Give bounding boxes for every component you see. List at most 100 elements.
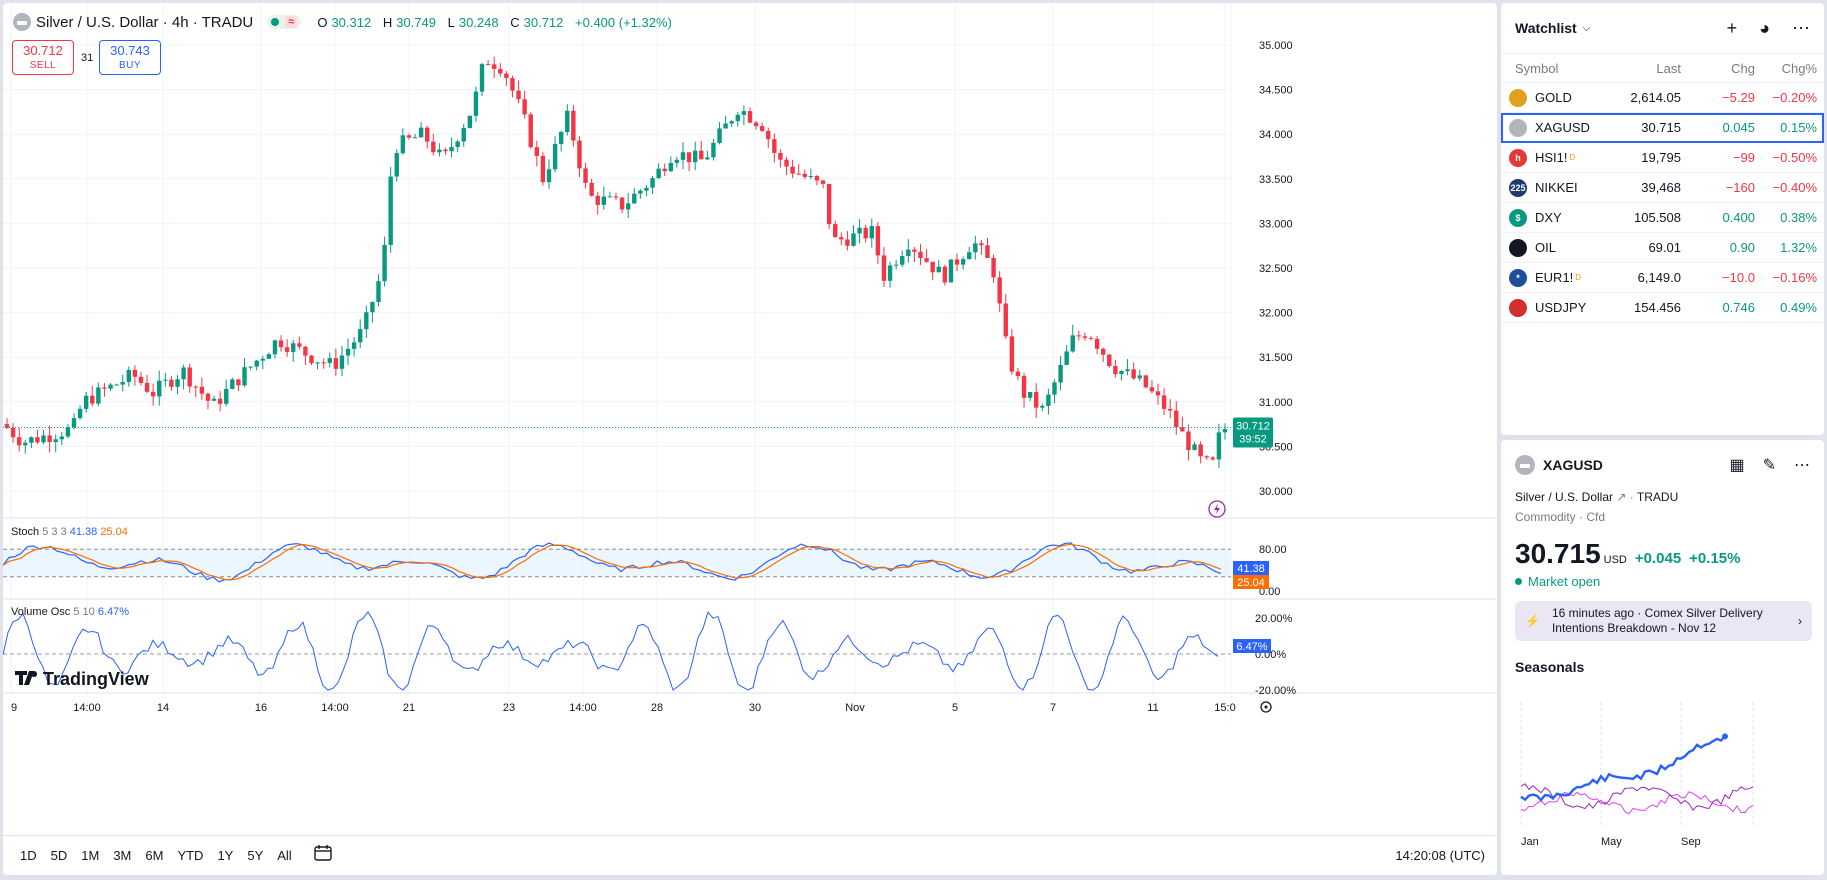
candle[interactable] — [1222, 423, 1228, 440]
candle[interactable] — [1180, 416, 1185, 432]
candle[interactable] — [163, 372, 168, 387]
candle[interactable] — [479, 63, 485, 96]
candle[interactable] — [753, 121, 759, 130]
candle[interactable] — [498, 63, 503, 77]
candle[interactable] — [485, 59, 491, 66]
candle[interactable] — [887, 261, 893, 288]
candle[interactable] — [1107, 353, 1112, 368]
candle[interactable] — [552, 136, 558, 173]
candle[interactable] — [680, 141, 686, 170]
candle[interactable] — [1113, 359, 1118, 378]
candle[interactable] — [443, 147, 448, 155]
chart-canvas[interactable]: 35.000 34.500 34.000 33.500 33.000 32.500 32.0… — [3, 3, 1497, 835]
candle[interactable] — [321, 358, 326, 369]
candle[interactable] — [108, 383, 113, 392]
stoch-d-line[interactable] — [3, 543, 1222, 581]
candle[interactable] — [1003, 293, 1008, 339]
seasonals-chart[interactable]: Jan May Sep — [1513, 702, 1813, 852]
candle[interactable] — [1192, 441, 1197, 451]
candle[interactable] — [315, 362, 320, 370]
candle[interactable] — [1027, 391, 1033, 402]
candle[interactable] — [1076, 330, 1082, 341]
candle[interactable] — [29, 436, 34, 449]
watchlist-row-dxy[interactable]: $ DXY 105.508 0.400 0.38% — [1501, 203, 1824, 233]
range-5d[interactable]: 5D — [50, 848, 68, 863]
candle[interactable] — [558, 130, 564, 152]
watchlist-row-eur1[interactable]: * EUR1! D 6,149.0 −10.0 −0.16% — [1501, 263, 1824, 293]
candle[interactable] — [278, 335, 284, 352]
candle[interactable] — [881, 246, 887, 287]
candle[interactable] — [358, 319, 363, 349]
col-chg[interactable]: Chg — [1731, 60, 1755, 76]
candle[interactable] — [132, 365, 138, 386]
candle[interactable] — [126, 366, 131, 387]
candle[interactable] — [772, 133, 777, 163]
candle[interactable] — [1167, 399, 1173, 419]
candle[interactable] — [333, 348, 339, 376]
candle[interactable] — [1143, 374, 1149, 389]
candle[interactable] — [83, 391, 89, 413]
range-all[interactable]: All — [277, 848, 292, 863]
candle[interactable] — [826, 183, 832, 229]
candle[interactable] — [613, 192, 619, 201]
candle[interactable] — [199, 377, 205, 401]
candle[interactable] — [1094, 335, 1100, 355]
candle[interactable] — [1101, 347, 1106, 363]
candle[interactable] — [1216, 423, 1222, 469]
stoch-k-line[interactable] — [3, 542, 1222, 583]
candle[interactable] — [759, 122, 765, 132]
news-item[interactable]: ⚡ 16 minutes ago · Comex Silver Delivery… — [1515, 601, 1812, 641]
candle[interactable] — [1198, 441, 1203, 464]
candle[interactable] — [492, 56, 497, 79]
candle[interactable] — [784, 156, 789, 175]
candle[interactable] — [723, 115, 728, 129]
external-link-icon[interactable]: ↗ — [1616, 490, 1627, 504]
candle[interactable] — [102, 383, 107, 397]
candle[interactable] — [729, 119, 734, 127]
candle[interactable] — [4, 418, 10, 430]
candle[interactable] — [845, 231, 850, 251]
layout-grid-icon[interactable]: ▦ — [1729, 457, 1745, 474]
candle[interactable] — [522, 90, 527, 119]
candle[interactable] — [370, 301, 375, 323]
volosc-legend[interactable]: Volume Osc 5 10 6.47% — [11, 606, 129, 618]
candle[interactable] — [10, 423, 16, 443]
candle[interactable] — [284, 339, 290, 357]
candle[interactable] — [534, 140, 540, 167]
watchlist-row-gold[interactable]: GOLD 2,614.05 −5.29 −0.20% — [1501, 83, 1824, 113]
candle[interactable] — [77, 405, 83, 420]
candle[interactable] — [90, 385, 95, 407]
candle[interactable] — [790, 160, 795, 179]
candle[interactable] — [900, 250, 905, 268]
candle[interactable] — [96, 382, 101, 407]
candle[interactable] — [211, 395, 217, 402]
seasonals-title[interactable]: Seasonals — [1515, 659, 1585, 675]
candle[interactable] — [930, 261, 935, 281]
candle[interactable] — [449, 137, 454, 158]
candle[interactable] — [589, 178, 594, 197]
candle[interactable] — [918, 244, 923, 265]
candle[interactable] — [431, 133, 436, 156]
candle[interactable] — [607, 191, 613, 198]
candle[interactable] — [35, 429, 40, 445]
range-ytd[interactable]: YTD — [177, 848, 204, 863]
candle[interactable] — [686, 152, 692, 172]
candle[interactable] — [851, 225, 856, 247]
candle[interactable] — [382, 236, 387, 287]
candle[interactable] — [601, 186, 607, 210]
candle[interactable] — [150, 383, 156, 406]
candle[interactable] — [741, 105, 747, 125]
candle[interactable] — [394, 149, 399, 182]
watchlist-title[interactable]: Watchlist — [1515, 20, 1577, 36]
candle[interactable] — [638, 188, 643, 199]
candle[interactable] — [351, 337, 357, 357]
candle[interactable] — [936, 259, 941, 273]
candle[interactable] — [248, 366, 253, 371]
watchlist-row-hsi1[interactable]: h HSI1! D 19,795 −99 −0.50% — [1501, 143, 1824, 173]
details-name[interactable]: Silver / U.S. Dollar — [1515, 490, 1614, 504]
edit-icon[interactable]: ✎ — [1762, 457, 1776, 474]
candle[interactable] — [297, 336, 302, 350]
candle[interactable] — [540, 152, 546, 186]
range-1y[interactable]: 1Y — [217, 848, 234, 863]
